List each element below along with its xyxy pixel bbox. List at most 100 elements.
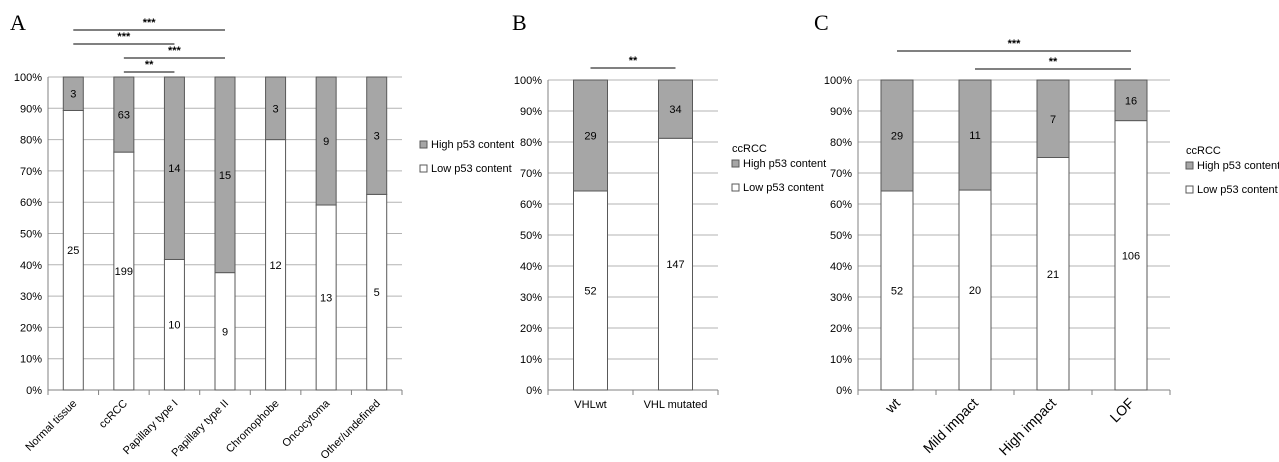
y-tick-label: 70%: [20, 166, 42, 178]
x-category-label: Oncocytoma: [280, 397, 333, 450]
y-tick-label: 90%: [20, 103, 42, 115]
significance-label: **: [629, 55, 638, 67]
bar-low-p53: [1114, 120, 1148, 391]
x-category-label: Mild impact: [920, 395, 981, 456]
bar-count-high: 16: [1125, 95, 1137, 107]
legend-label: Low p53 content: [431, 163, 512, 175]
x-category-label: VHLwt: [574, 399, 606, 411]
legend-label: Low p53 content: [1197, 184, 1278, 196]
bar-count-high: 29: [891, 130, 903, 142]
bar-count-low: 13: [320, 293, 332, 305]
significance-label: **: [1049, 56, 1058, 68]
y-tick-label: 40%: [520, 261, 542, 273]
x-category-label: High impact: [996, 395, 1060, 459]
bar-high-p53: [315, 76, 337, 206]
bar-high-p53: [214, 76, 236, 274]
y-tick-label: 40%: [830, 261, 852, 273]
bar-low-p53: [573, 190, 608, 391]
legend-label: High p53 content: [743, 158, 826, 170]
panel-c-letter: C: [814, 10, 829, 35]
y-tick-label: 10%: [520, 354, 542, 366]
bar-count-low: 9: [222, 326, 228, 338]
bar-count-low: 10: [168, 320, 180, 332]
bar-count-low: 21: [1047, 269, 1059, 281]
bar-count-high: 15: [219, 170, 231, 182]
y-tick-label: 80%: [20, 135, 42, 147]
bar-count-low: 52: [584, 285, 596, 297]
y-tick-label: 30%: [830, 292, 852, 304]
y-tick-label: 0%: [26, 385, 42, 397]
y-tick-label: 30%: [20, 291, 42, 303]
significance-label: ***: [1008, 38, 1022, 50]
y-tick-label: 80%: [520, 137, 542, 149]
y-tick-label: 100%: [824, 75, 852, 87]
y-tick-label: 20%: [20, 322, 42, 334]
legend-swatch: [731, 183, 740, 192]
x-category-label: Chromophobe: [224, 398, 282, 456]
y-tick-label: 20%: [830, 323, 852, 335]
bar-count-low: 106: [1122, 250, 1140, 262]
legend-label: Low p53 content: [743, 182, 824, 194]
y-tick-label: 100%: [514, 75, 542, 87]
y-tick-label: 90%: [830, 106, 852, 118]
bar-count-high: 9: [323, 136, 329, 148]
bar-high-p53: [573, 79, 608, 192]
bar-count-high: 29: [584, 130, 596, 142]
bar-high-p53: [113, 76, 135, 153]
y-tick-label: 10%: [830, 354, 852, 366]
bar-high-p53: [1114, 79, 1148, 122]
y-tick-label: 40%: [20, 260, 42, 272]
y-tick-label: 100%: [14, 72, 42, 84]
y-tick-label: 0%: [836, 385, 852, 397]
y-tick-label: 70%: [830, 168, 852, 180]
panel-b-letter: B: [512, 10, 527, 35]
y-tick-label: 60%: [520, 199, 542, 211]
bar-count-high: 11: [969, 130, 980, 142]
y-tick-label: 60%: [830, 199, 852, 211]
bar-count-high: 7: [1050, 114, 1056, 126]
legend-title: ccRCC: [1186, 145, 1221, 157]
legend-swatch: [731, 159, 740, 168]
bar-high-p53: [163, 76, 185, 260]
significance-label: ***: [117, 31, 131, 43]
bar-low-p53: [1036, 157, 1070, 391]
panel-a: A 0% 10% 20% 30% 40% 50% 60% 70% 80% 90% 100% 25 3 No…: [10, 10, 514, 462]
bar-count-high: 34: [669, 104, 681, 116]
x-category-label: LOF: [1107, 395, 1138, 426]
bar-high-p53: [62, 76, 84, 111]
x-category-label: ccRCC: [97, 398, 130, 431]
panel-b: B 0% 10% 20% 30% 40% 50% 60% 70% 80% 90% 100% 52 29 V…: [512, 10, 826, 411]
bar-high-p53: [958, 79, 992, 191]
legend-swatch: [1185, 185, 1194, 194]
bar-count-low: 5: [374, 287, 380, 299]
bar-count-low: 20: [969, 285, 981, 297]
bar-count-high: 3: [273, 103, 279, 115]
significance-label: ***: [143, 17, 157, 29]
legend-label: High p53 content: [1197, 160, 1279, 172]
bar-high-p53: [880, 79, 914, 192]
y-tick-label: 50%: [830, 230, 852, 242]
significance-label: ***: [168, 45, 182, 57]
x-category-label: VHL mutated: [644, 399, 708, 411]
y-tick-label: 70%: [520, 168, 542, 180]
bar-low-p53: [658, 137, 693, 391]
bar-count-low: 52: [891, 285, 903, 297]
bar-count-high: 63: [118, 110, 130, 122]
y-tick-label: 10%: [20, 354, 42, 366]
bar-high-p53: [265, 76, 287, 141]
bar-high-p53: [658, 79, 693, 139]
y-tick-label: 30%: [520, 292, 542, 304]
bar-count-high: 3: [374, 131, 380, 143]
legend-swatch: [1185, 161, 1194, 170]
significance-label: **: [145, 59, 154, 71]
legend-title: ccRCC: [732, 143, 767, 155]
bar-count-high: 14: [168, 163, 180, 175]
panel-a-letter: A: [10, 10, 26, 35]
y-tick-label: 20%: [520, 323, 542, 335]
bar-count-low: 25: [67, 245, 79, 257]
bar-high-p53: [366, 76, 388, 195]
bar-count-low: 199: [115, 266, 133, 278]
bar-count-low: 12: [269, 260, 281, 272]
legend-swatch: [419, 164, 428, 173]
